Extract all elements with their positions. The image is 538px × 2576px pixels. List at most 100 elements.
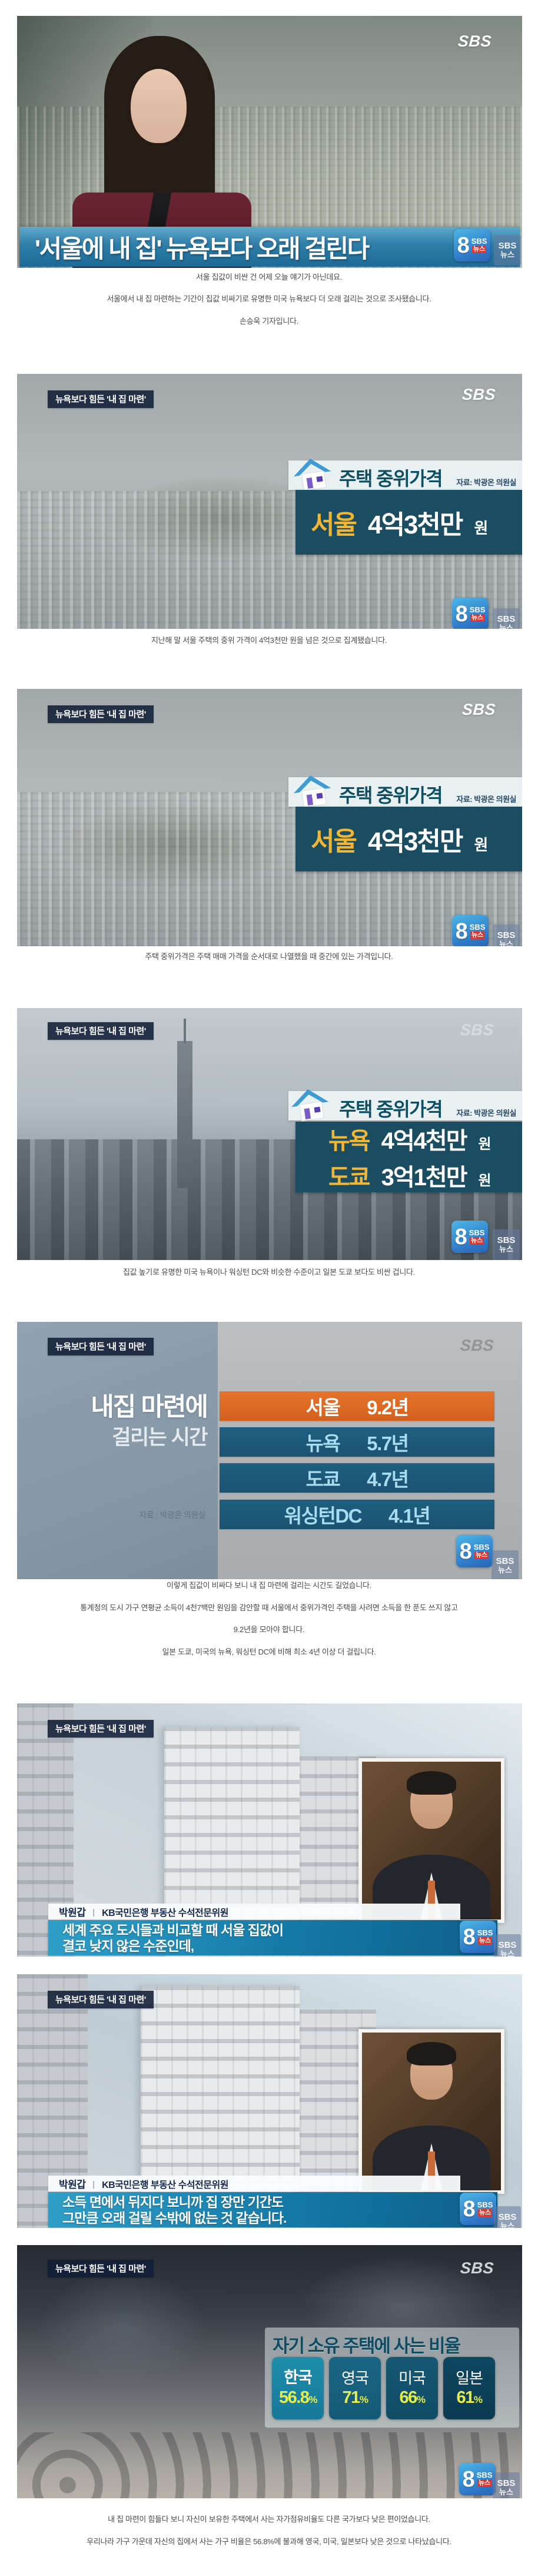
caption-line: 서울에서 내 집 마련하는 기간이 집값 비싸기로 유명한 미국 뉴욕보다 더 …	[107, 294, 431, 303]
median-price-box: 서울 4억3천만 원	[295, 807, 522, 871]
topic-badge: 뉴욕보다 힘든 '내 집 마련'	[48, 705, 154, 723]
source-note: 자료: 박광온 의원실	[456, 478, 516, 487]
sbs-logo: SBS	[459, 1021, 495, 1039]
aerial-hill	[57, 802, 290, 890]
topic-badge: 뉴욕보다 힘든 '내 집 마련'	[48, 1022, 154, 1040]
chart-bar-tokyo: 도쿄 4.7년	[220, 1463, 494, 1493]
sbs-8news-logo: 8 SBS 뉴스	[460, 2193, 496, 2225]
sbs-news-watermark: SBS 뉴스	[493, 608, 520, 629]
topic-badge: 뉴욕보다 힘든 '내 집 마련'	[48, 1991, 154, 2008]
price-row-tokyo: 도쿄 3억1천만 원	[328, 1165, 491, 1191]
crowd-blur	[37, 2270, 210, 2387]
chart-title-background	[17, 1322, 218, 1579]
ownership-card-uk: 영국 71%	[329, 2357, 381, 2419]
video-still-anchor: SBS '서울에 내 집' 뉴욕보다 오래 걸린다 8 SBS 뉴스 SBS 뉴스	[17, 16, 522, 268]
video-still-ownership: 뉴욕보다 힘든 '내 집 마련' SBS 자기 소유 주택에 사는 비율 한국 …	[17, 2245, 522, 2498]
interviewee-hair	[407, 2042, 456, 2066]
caption-line: 주택 중위가격은 주택 매매 가격을 순서대로 나열했을 때 중간에 있는 가격…	[145, 952, 393, 961]
median-price-header: 주택 중위가격 자료: 박광온 의원실	[288, 1091, 522, 1120]
house-icon	[294, 775, 331, 808]
sbs-logo: SBS	[457, 32, 493, 50]
interviewee-photo	[362, 1762, 501, 1919]
sbs-news-watermark: SBS 뉴스	[494, 1934, 521, 1957]
video-still-interview-1: 뉴욕보다 힘든 '내 집 마련' 박원갑 | KB국민은행 부동산 수석전문위원…	[17, 1703, 522, 1957]
sbs-8news-logo: 8 SBS 뉴스	[452, 915, 489, 946]
chart-bar-washingtondc: 워싱턴DC 4.1년	[220, 1500, 494, 1529]
quote-banner: 소득 면에서 뒤지다 보니까 집 장만 기간도 그만큼 오래 걸릴 수밖에 없는…	[48, 2192, 497, 2227]
sbs-logo: SBS	[459, 2259, 495, 2277]
caption-line: 서울 집값이 비싼 건 어제 오늘 얘기가 아닌데요.	[195, 273, 343, 281]
chart-bar-newyork: 뉴욕 5.7년	[220, 1427, 494, 1457]
caption-line: 내 집 마련이 힘들다 보니 자신이 보유한 주택에서 사는 자가점유비율도 다…	[108, 2515, 430, 2524]
ownership-cards: 한국 56.8% 영국 71% 미국 66% 일본 61%	[272, 2357, 495, 2419]
sbs-news-watermark: SBS 뉴스	[494, 2206, 521, 2228]
building-spire	[184, 1019, 186, 1043]
video-still-seoul-price: 뉴욕보다 힘든 '내 집 마련' SBS 주택 중위가격 자료: 박광온 의원실…	[17, 374, 522, 629]
median-price-title: 주택 중위가격	[339, 468, 443, 489]
quote-line: 결코 낮지 않은 수준인데,	[62, 1938, 194, 1954]
chart-bar-seoul: 서울 9.2년	[220, 1391, 494, 1421]
median-price-header: 주택 중위가격 자료: 박광온 의원실	[288, 460, 522, 490]
sbs-logo: SBS	[461, 386, 497, 403]
sbs-8news-logo: 8 SBS 뉴스	[452, 598, 489, 629]
quote-line: 소득 면에서 뒤지다 보니까 집 장만 기간도	[62, 2194, 284, 2210]
crowd-people	[17, 2432, 522, 2498]
house-icon	[294, 458, 331, 491]
quote-banner: 세계 주요 도시들과 비교할 때 서울 집값이 결코 낮지 않은 수준인데,	[48, 1920, 497, 1955]
sbs-logo: SBS	[461, 701, 497, 718]
quote-line: 그만큼 오래 걸릴 수밖에 없는 것 같습니다.	[62, 2210, 287, 2226]
median-price-header: 주택 중위가격 자료: 박광온 의원실	[288, 777, 522, 807]
sbs-news-watermark: SBS 뉴스	[493, 1229, 520, 1260]
chart-source-note: 자료 : 박광온 의원실	[139, 1510, 205, 1520]
sbs-8news-logo: 8 SBS 뉴스	[456, 1535, 493, 1567]
source-note: 자료: 박광온 의원실	[456, 1109, 516, 1118]
headline-text: '서울에 내 집' 뉴욕보다 오래 걸린다	[35, 234, 370, 263]
topic-badge: 뉴욕보다 힘든 '내 집 마련'	[48, 390, 154, 408]
news-anchor-face	[131, 69, 187, 143]
sbs-8news-logo: 8 SBS 뉴스	[459, 2463, 496, 2495]
topic-badge: 뉴욕보다 힘든 '내 집 마련'	[48, 2260, 154, 2277]
ownership-card-us: 미국 66%	[386, 2357, 438, 2419]
sbs-news-watermark: SBS 뉴스	[493, 2472, 520, 2498]
video-still-time-chart: 뉴욕보다 힘든 '내 집 마련' SBS 내집 마련에 걸리는 시간 자료 : …	[17, 1322, 522, 1579]
video-still-interview-2: 뉴욕보다 힘든 '내 집 마련' 박원갑 | KB국민은행 부동산 수석전문위원…	[17, 1974, 522, 2228]
caption-line: 집값 높기로 유명한 미국 뉴욕이나 워싱턴 DC와 비슷한 수준이고 일본 도…	[123, 1268, 415, 1277]
price-row-seoul: 서울 4억3천만 원	[311, 827, 489, 856]
interviewee-name-strip: 박원갑 | KB국민은행 부동산 수석전문위원	[48, 2176, 460, 2192]
median-price-box: 뉴욕 4억4천만 원 도쿄 3억1천만 원	[295, 1122, 522, 1192]
caption-line: 9.2년을 모아야 합니다.	[233, 1625, 305, 1634]
caption-line: 통계청의 도시 가구 연평균 소득이 4천7백만 원임을 감안할 때 서울에서 …	[80, 1603, 458, 1612]
median-price-box: 서울 4억3천만 원	[295, 490, 522, 555]
median-price-title: 주택 중위가격	[339, 785, 443, 806]
caption-line: 우리나라 가구 가운데 자신의 집에서 사는 가구 비율은 56.8%에 불과해…	[87, 2537, 451, 2546]
interviewee-photo	[362, 2033, 501, 2190]
ownership-card-korea: 한국 56.8%	[272, 2357, 324, 2419]
caption-line: 지난해 말 서울 주택의 중위 가격이 4억3천만 원을 넘은 것으로 집계됐습…	[151, 636, 387, 645]
ownership-title: 자기 소유 주택에 사는 비율	[273, 2336, 461, 2356]
interviewee-hair	[407, 1771, 456, 1795]
median-price-title: 주택 중위가격	[339, 1099, 443, 1120]
sbs-news-watermark: SBS 뉴스	[494, 235, 521, 266]
empire-state-building	[177, 1041, 192, 1188]
source-note: 자료: 박광온 의원실	[456, 795, 516, 804]
house-icon	[291, 1089, 329, 1122]
topic-badge: 뉴욕보다 힘든 '내 집 마련'	[48, 1720, 154, 1738]
topic-badge: 뉴욕보다 힘든 '내 집 마련'	[48, 1338, 154, 1355]
sbs-news-watermark: SBS 뉴스	[491, 1550, 519, 1579]
sbs-8news-logo: 8 SBS 뉴스	[460, 1921, 496, 1953]
interviewee-inset-frame	[358, 1758, 504, 1923]
video-still-seoul-price-2: 뉴욕보다 힘든 '내 집 마련' SBS 주택 중위가격 자료: 박광온 의원실…	[17, 689, 522, 946]
sbs-news-watermark: SBS 뉴스	[493, 924, 520, 946]
caption-line: 손승욱 기자입니다.	[240, 317, 298, 326]
sbs-logo: SBS	[459, 1337, 495, 1354]
ownership-card-japan: 일본 61%	[443, 2357, 495, 2419]
price-row-seoul: 서울 4억3천만 원	[311, 510, 489, 539]
price-row-newyork: 뉴욕 4억4천만 원	[328, 1128, 491, 1154]
sbs-8news-logo: 8 SBS 뉴스	[454, 229, 490, 261]
interviewee-name-strip: 박원갑 | KB국민은행 부동산 수석전문위원	[48, 1904, 460, 1919]
caption-line: 일본 도쿄, 미국의 뉴욕, 워싱턴 DC에 비해 최소 4년 이상 더 걸립니…	[162, 1647, 376, 1656]
caption-line: 이렇게 집값이 비싸다 보니 내 집 마련에 걸리는 시간도 길었습니다.	[167, 1581, 371, 1590]
quote-line: 세계 주요 도시들과 비교할 때 서울 집값이	[62, 1922, 284, 1938]
chart-title-line1: 내집 마련에	[91, 1393, 208, 1421]
